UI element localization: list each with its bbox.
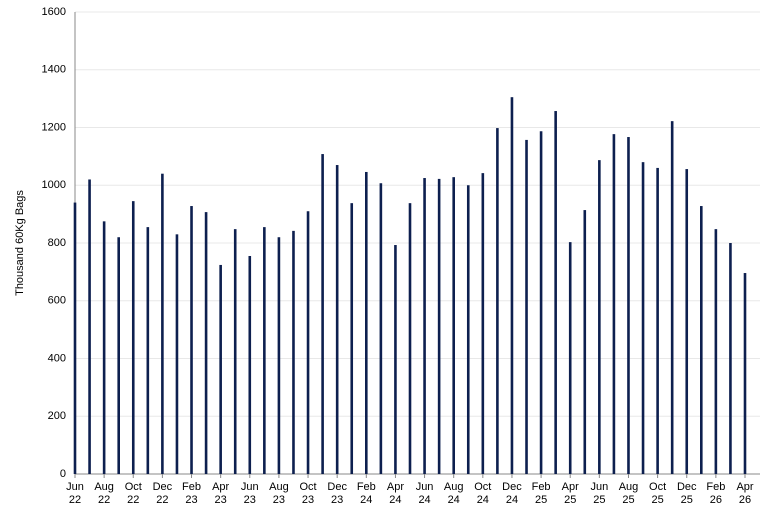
bar — [510, 97, 514, 475]
bar — [204, 212, 208, 474]
bar — [277, 237, 281, 474]
bar — [88, 179, 91, 474]
y-tick-label: 1400 — [42, 64, 66, 76]
x-tick-label: Feb 23 — [182, 481, 201, 506]
bar — [452, 177, 455, 475]
bar — [335, 165, 339, 474]
bar — [554, 111, 557, 474]
bar — [466, 185, 470, 474]
bar — [583, 210, 587, 474]
bar — [525, 139, 528, 474]
y-tick-label: 1200 — [42, 121, 66, 133]
bar — [641, 162, 645, 474]
bar — [379, 183, 383, 474]
x-tick-label: Jun 22 — [66, 481, 84, 506]
x-tick-label: Oct 25 — [649, 481, 666, 506]
bar — [539, 131, 543, 474]
bar — [263, 227, 266, 474]
bar — [729, 243, 732, 474]
bar — [656, 167, 659, 475]
bar — [321, 154, 324, 474]
y-tick-label: 600 — [48, 295, 66, 307]
x-tick-label: Dec 22 — [153, 481, 173, 506]
x-tick-label: Oct 22 — [125, 481, 142, 506]
x-tick-label: Jun 25 — [590, 481, 608, 506]
bar — [292, 230, 295, 474]
x-tick-label: Aug 24 — [444, 481, 464, 506]
bar — [408, 203, 412, 474]
bar — [496, 128, 499, 474]
y-tick-label: 0 — [60, 468, 66, 480]
bar — [161, 173, 164, 474]
bar — [568, 242, 572, 474]
bar — [700, 206, 703, 475]
bar — [743, 273, 747, 474]
x-tick-label: Dec 25 — [677, 481, 697, 506]
bar — [437, 178, 441, 474]
bar — [714, 229, 718, 474]
bar — [350, 203, 354, 474]
bar — [394, 245, 397, 474]
x-tick-label: Apr 25 — [562, 481, 579, 506]
x-tick-label: Aug 22 — [94, 481, 114, 506]
bar — [365, 171, 368, 474]
x-tick-label: Oct 24 — [474, 481, 491, 506]
x-tick-label: Jun 23 — [241, 481, 259, 506]
x-tick-label: Dec 23 — [327, 481, 347, 506]
x-tick-label: Aug 25 — [619, 481, 639, 506]
bar — [233, 229, 237, 474]
x-tick-label: Apr 24 — [387, 481, 404, 506]
x-tick-label: Oct 23 — [299, 481, 316, 506]
x-tick-label: Aug 23 — [269, 481, 289, 506]
y-tick-label: 1600 — [42, 6, 66, 18]
bar — [685, 169, 689, 474]
bar — [146, 227, 150, 474]
x-tick-label: Feb 25 — [532, 481, 551, 506]
y-tick-label: 1000 — [42, 179, 66, 191]
bar — [481, 173, 485, 474]
bar — [219, 264, 222, 474]
bar — [306, 211, 310, 475]
x-tick-label: Apr 23 — [212, 481, 229, 506]
bar — [423, 178, 426, 474]
x-tick-label: Apr 26 — [736, 481, 753, 506]
x-tick-label: Jun 24 — [416, 481, 434, 506]
y-tick-label: 400 — [48, 352, 66, 364]
bar — [248, 255, 252, 474]
bar — [612, 134, 616, 475]
y-tick-label: 200 — [48, 410, 66, 422]
y-axis-label: Thousand 60Kg Bags — [14, 190, 26, 296]
bar — [627, 137, 630, 474]
bar — [670, 121, 674, 475]
bar — [190, 206, 193, 475]
x-tick-label: Feb 26 — [706, 481, 725, 506]
x-tick-label: Feb 24 — [357, 481, 376, 506]
bar — [175, 234, 179, 474]
bar — [131, 201, 135, 474]
bar — [73, 202, 77, 474]
bar — [117, 237, 120, 474]
bar — [102, 221, 106, 474]
bar — [598, 160, 601, 474]
y-tick-label: 800 — [48, 237, 66, 249]
x-tick-label: Dec 24 — [502, 481, 522, 506]
